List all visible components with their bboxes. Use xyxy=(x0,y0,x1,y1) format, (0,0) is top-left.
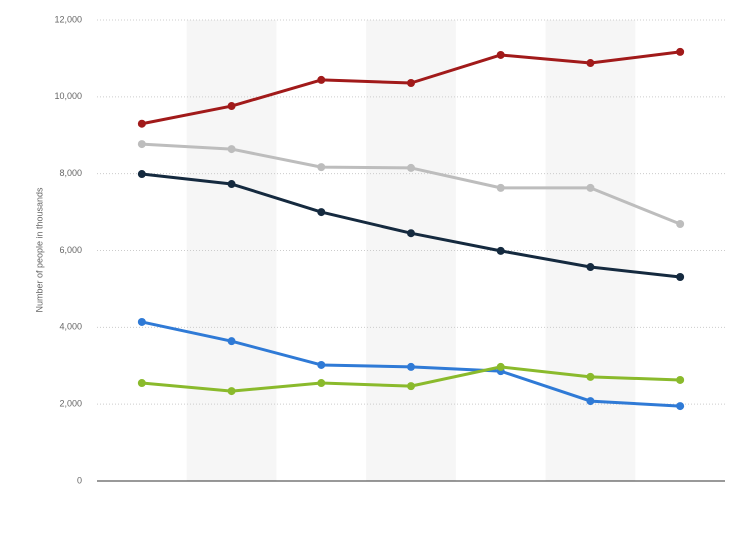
point xyxy=(407,382,415,391)
point xyxy=(676,47,685,56)
point xyxy=(676,219,685,228)
point xyxy=(586,263,595,272)
point xyxy=(407,229,415,238)
point xyxy=(137,379,146,388)
point xyxy=(227,337,236,346)
point xyxy=(227,180,236,189)
point xyxy=(496,183,505,192)
point xyxy=(227,387,236,396)
point xyxy=(137,317,146,326)
point xyxy=(137,140,146,149)
y-tick-label: 6,000 xyxy=(59,245,82,255)
y-axis-label: Number of people in thousands xyxy=(34,187,44,313)
point xyxy=(586,183,595,192)
y-tick-label: 12,000 xyxy=(54,14,82,24)
point xyxy=(407,163,415,172)
point xyxy=(676,273,685,282)
point xyxy=(137,170,146,179)
point xyxy=(227,145,236,154)
point xyxy=(137,119,146,128)
point xyxy=(317,163,326,172)
point xyxy=(496,362,505,371)
y-tick-label: 2,000 xyxy=(59,399,82,409)
point xyxy=(496,50,505,59)
point xyxy=(317,360,326,369)
band xyxy=(366,20,456,481)
point xyxy=(496,246,505,255)
point xyxy=(317,75,326,84)
y-tick-label: 10,000 xyxy=(54,91,82,101)
point xyxy=(317,208,326,217)
point xyxy=(317,379,326,388)
point xyxy=(586,372,595,381)
point xyxy=(227,102,236,111)
point xyxy=(407,79,415,88)
y-tick-label: 4,000 xyxy=(59,322,82,332)
point xyxy=(586,397,595,406)
y-tick-label: 8,000 xyxy=(59,168,82,178)
point xyxy=(676,375,685,384)
point xyxy=(407,362,415,371)
point xyxy=(676,402,685,411)
point xyxy=(586,59,595,68)
y-tick-label: 0 xyxy=(77,475,82,485)
